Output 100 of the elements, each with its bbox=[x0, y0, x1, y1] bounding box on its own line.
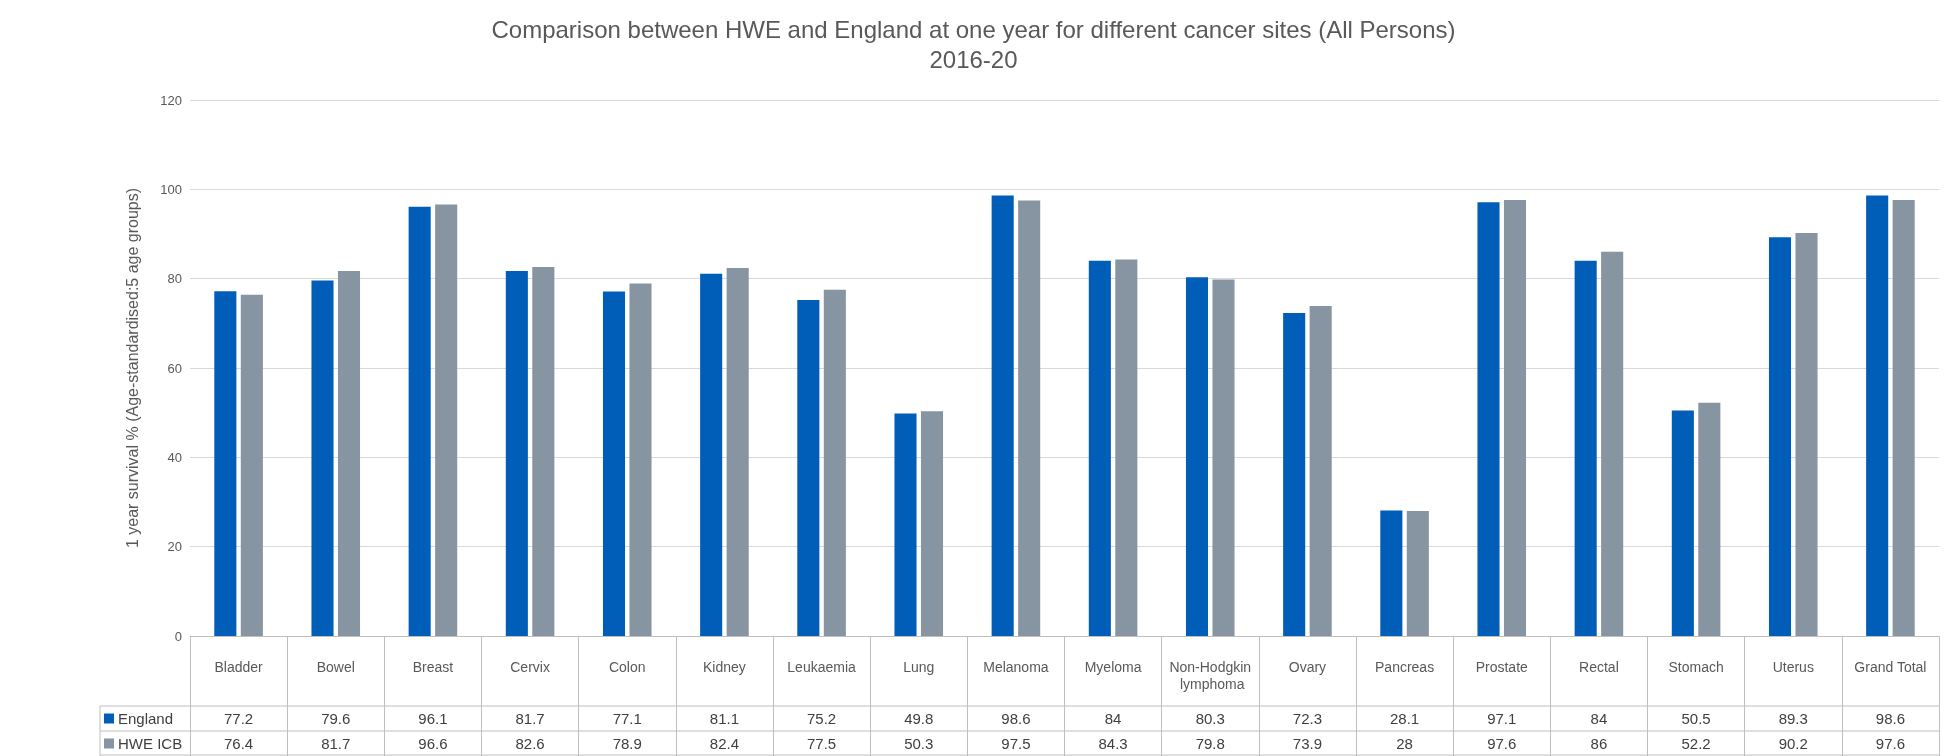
y-tick-label: 80 bbox=[167, 271, 182, 287]
data-label: 97.5 bbox=[1001, 735, 1031, 752]
bar bbox=[1698, 402, 1721, 636]
data-label: 49.8 bbox=[904, 710, 934, 727]
data-label: 81.7 bbox=[515, 710, 545, 727]
x-tick-label: Colon bbox=[608, 658, 646, 675]
data-label: 84.3 bbox=[1098, 735, 1128, 752]
bar bbox=[1018, 200, 1041, 636]
y-tick-label: 0 bbox=[174, 628, 182, 644]
data-label: 77.1 bbox=[612, 710, 642, 727]
bar bbox=[629, 283, 652, 636]
data-label: 97.1 bbox=[1487, 710, 1517, 727]
x-tick-label: Cervix bbox=[510, 658, 550, 675]
bar bbox=[214, 291, 237, 636]
bar bbox=[920, 411, 944, 636]
data-label: 50.5 bbox=[1681, 710, 1711, 727]
data-label: 73.9 bbox=[1292, 735, 1323, 752]
x-tick-label: Bladder bbox=[214, 658, 264, 675]
bar bbox=[1212, 279, 1235, 636]
y-tick-label: 100 bbox=[160, 181, 182, 197]
x-tick-label: Grand Total bbox=[1854, 658, 1927, 675]
y-tick-label: 60 bbox=[167, 360, 182, 376]
x-tick-label: Myeloma bbox=[1084, 658, 1142, 675]
data-label: 86 bbox=[1590, 735, 1608, 752]
data-label: 76.4 bbox=[223, 735, 254, 752]
x-tick-label: Stomach bbox=[1668, 658, 1724, 675]
data-label: 81.1 bbox=[709, 710, 740, 727]
bar bbox=[1574, 260, 1597, 636]
bar bbox=[1866, 195, 1889, 636]
x-tick-label: Bowel bbox=[316, 658, 355, 675]
bar bbox=[602, 291, 626, 636]
data-label: 97.6 bbox=[1487, 735, 1517, 752]
x-tick-label: Lung bbox=[903, 658, 935, 675]
bar bbox=[1380, 510, 1403, 636]
bar bbox=[1601, 251, 1624, 636]
bar bbox=[1309, 305, 1332, 636]
bar bbox=[823, 289, 846, 636]
bar bbox=[1795, 233, 1818, 636]
bar bbox=[505, 271, 528, 636]
data-label: 96.6 bbox=[418, 735, 448, 752]
bar bbox=[311, 280, 334, 636]
data-label: 78.9 bbox=[612, 735, 642, 752]
data-label: 79.8 bbox=[1195, 735, 1225, 752]
data-label: 50.3 bbox=[904, 735, 934, 752]
x-tick-label: Rectal bbox=[1579, 658, 1619, 675]
data-label: 82.6 bbox=[515, 735, 545, 752]
bar bbox=[1283, 313, 1306, 636]
bar bbox=[1088, 260, 1111, 636]
bar bbox=[991, 195, 1014, 636]
x-tick-label: Pancreas bbox=[1375, 658, 1435, 675]
data-label: 52.2 bbox=[1681, 735, 1711, 752]
data-label: 28.1 bbox=[1389, 710, 1420, 727]
bar bbox=[337, 271, 361, 636]
bar bbox=[532, 267, 555, 636]
x-tick-label: Leukaemia bbox=[787, 658, 857, 675]
bar bbox=[240, 294, 263, 636]
y-tick-label: 40 bbox=[167, 449, 182, 465]
data-label: 79.6 bbox=[321, 710, 351, 727]
data-label: 77.2 bbox=[223, 710, 254, 727]
bar bbox=[1477, 202, 1500, 636]
data-label: 82.4 bbox=[709, 735, 740, 752]
data-label: 90.2 bbox=[1778, 735, 1808, 752]
data-label: 84 bbox=[1590, 710, 1608, 727]
data-label: 97.6 bbox=[1875, 735, 1906, 752]
bar bbox=[1671, 410, 1694, 636]
chart-title: Comparison between HWE and England at one year for different cancer sites (All Persons) bbox=[491, 15, 1456, 43]
bar bbox=[1892, 200, 1915, 636]
data-label: 89.3 bbox=[1778, 710, 1808, 727]
y-axis-title: 1 year survival % (Age-standardised:5 age groups) bbox=[123, 187, 141, 549]
bar bbox=[1115, 259, 1138, 636]
data-label: 28 bbox=[1396, 735, 1413, 752]
chart-subtitle: 2016-20 bbox=[929, 45, 1018, 73]
data-label: 98.6 bbox=[1001, 710, 1031, 727]
x-tick-label: Kidney bbox=[703, 658, 746, 675]
bar bbox=[408, 206, 431, 636]
data-label: 96.1 bbox=[418, 710, 448, 727]
data-label: 81.7 bbox=[321, 735, 351, 752]
bar bbox=[700, 273, 723, 636]
x-tick-label: Prostate bbox=[1475, 658, 1529, 675]
y-tick-label: 20 bbox=[167, 539, 182, 555]
x-tick-label: Ovary bbox=[1288, 658, 1327, 675]
bar bbox=[797, 300, 820, 636]
bar bbox=[1185, 277, 1209, 636]
x-tick-label: Uterus bbox=[1772, 658, 1814, 675]
bar bbox=[726, 267, 749, 636]
x-tick-label: Melanoma bbox=[983, 658, 1049, 675]
data-label: 84 bbox=[1104, 710, 1122, 727]
x-tick-label: Breast bbox=[412, 658, 454, 675]
data-label: 77.5 bbox=[806, 735, 837, 752]
bar bbox=[1406, 510, 1429, 636]
bar bbox=[435, 204, 458, 636]
bar bbox=[894, 413, 917, 636]
data-label: 98.6 bbox=[1875, 710, 1906, 727]
data-label: 75.2 bbox=[806, 710, 837, 727]
legend-label: HWE ICB bbox=[118, 735, 183, 752]
legend-label: England bbox=[118, 710, 174, 727]
bar bbox=[1503, 200, 1527, 636]
data-label: 80.3 bbox=[1195, 710, 1225, 727]
x-tick-label: Non-Hodgkin lymphoma bbox=[1169, 658, 1252, 692]
y-tick-label: 120 bbox=[160, 92, 182, 108]
